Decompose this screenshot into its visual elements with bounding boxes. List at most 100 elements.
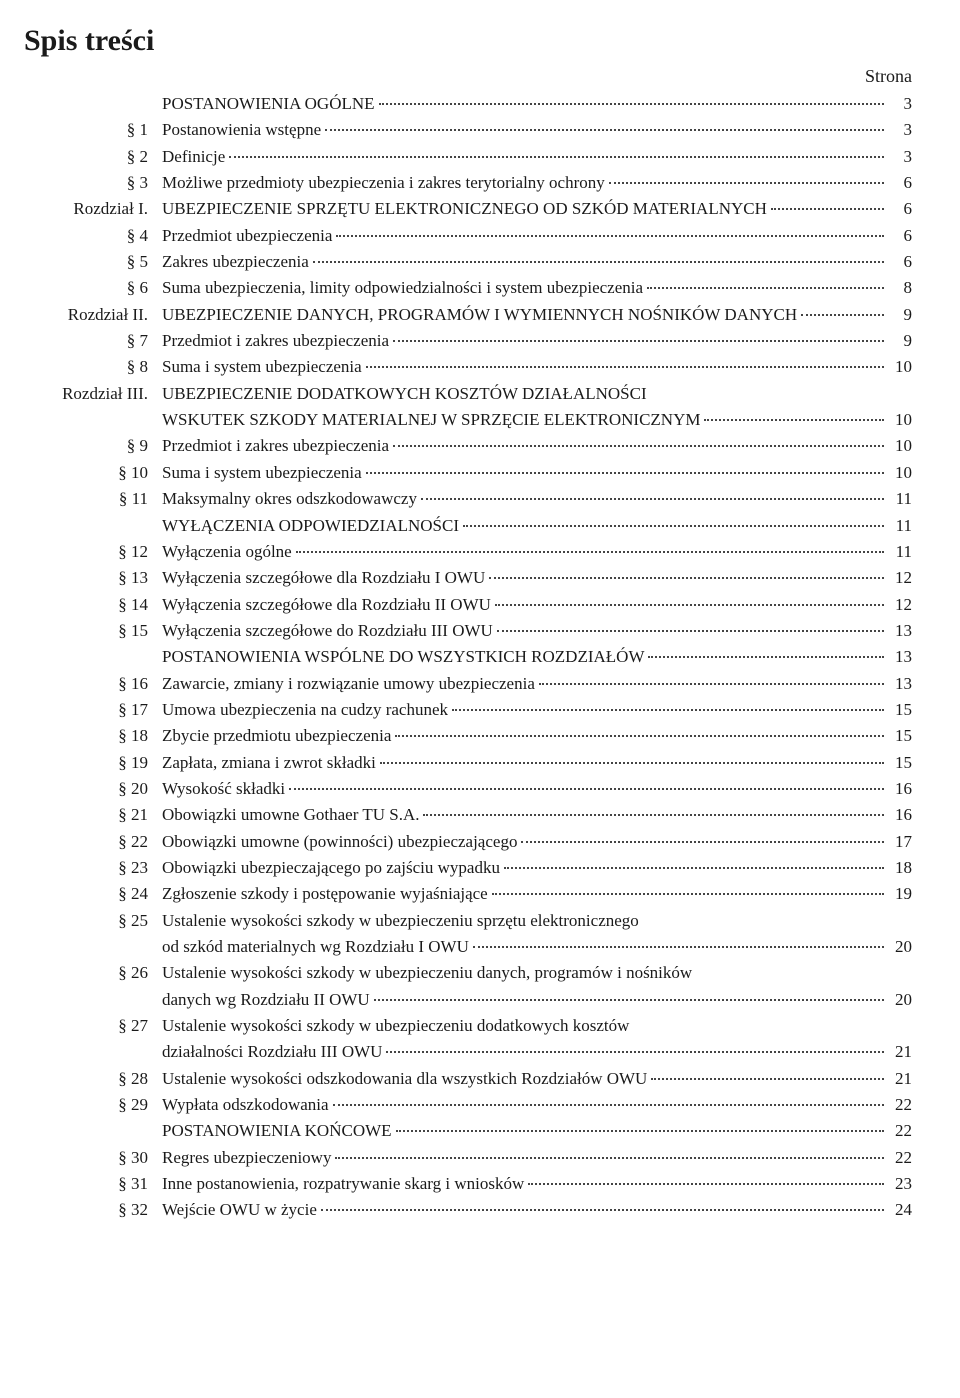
dot-leader xyxy=(393,445,884,447)
dot-leader xyxy=(495,604,884,606)
toc-entry: § 30Regres ubezpieczeniowy22 xyxy=(24,1145,912,1171)
toc-entry-text: Maksymalny okres odszkodowawczy xyxy=(162,486,417,512)
toc-entry: § 21Obowiązki umowne Gothaer TU S.A.16 xyxy=(24,802,912,828)
toc-entry-label: § 15 xyxy=(24,618,162,644)
toc-entry: § 11Maksymalny okres odszkodowawczy11 xyxy=(24,486,912,512)
toc-entry-label: § 11 xyxy=(24,486,162,512)
toc-entry: § 10Suma i system ubezpieczenia10 xyxy=(24,460,912,486)
toc-entry: § 22Obowiązki umowne (powinności) ubezpi… xyxy=(24,829,912,855)
toc-entry-label: § 21 xyxy=(24,802,162,828)
dot-leader xyxy=(539,683,884,685)
toc-entry: POSTANOWIENIA KOŃCOWE 22 xyxy=(24,1118,912,1144)
toc-entry-label: § 13 xyxy=(24,565,162,591)
dot-leader xyxy=(647,287,884,289)
toc-entry-page: 9 xyxy=(888,302,912,328)
toc-entry: § 3Możliwe przedmioty ubezpieczenia i za… xyxy=(24,170,912,196)
toc-entry-page: 24 xyxy=(888,1197,912,1223)
toc-entry-text: Umowa ubezpieczenia na cudzy rachunek xyxy=(162,697,448,723)
toc-entry-label: § 32 xyxy=(24,1197,162,1223)
toc-entry-text: danych wg Rozdziału II OWU xyxy=(162,987,370,1013)
toc-entry-page: 3 xyxy=(888,91,912,117)
toc-entry-text: POSTANOWIENIA WSPÓLNE DO WSZYSTKICH ROZD… xyxy=(162,644,644,670)
toc-entry: § 16Zawarcie, zmiany i rozwiązanie umowy… xyxy=(24,671,912,697)
dot-leader xyxy=(366,472,884,474)
toc-entry: § 28Ustalenie wysokości odszkodowania dl… xyxy=(24,1066,912,1092)
toc-entry-text: WYŁĄCZENIA ODPOWIEDZIALNOŚCI xyxy=(162,513,459,539)
dot-leader xyxy=(452,709,884,711)
toc-entry-label: § 5 xyxy=(24,249,162,275)
toc-entry-text: od szkód materialnych wg Rozdziału I OWU xyxy=(162,934,469,960)
toc-entry-label: Rozdział I. xyxy=(24,196,162,222)
toc-entry-page: 12 xyxy=(888,592,912,618)
toc-entry-page: 22 xyxy=(888,1118,912,1144)
dot-leader xyxy=(648,656,884,658)
toc-entry: § 25Ustalenie wysokości szkody w ubezpie… xyxy=(24,908,912,934)
dot-leader xyxy=(521,841,884,843)
toc-entry-text: Inne postanowienia, rozpatrywanie skarg … xyxy=(162,1171,524,1197)
toc-entry-label: § 24 xyxy=(24,881,162,907)
toc-entry-page: 20 xyxy=(888,934,912,960)
toc-entry-page: 19 xyxy=(888,881,912,907)
toc-entry-label: Rozdział II. xyxy=(24,302,162,328)
toc-entry-text: Ustalenie wysokości szkody w ubezpieczen… xyxy=(162,960,692,986)
toc-entry-text: Przedmiot i zakres ubezpieczenia xyxy=(162,433,389,459)
toc-entry-label: § 3 xyxy=(24,170,162,196)
toc-entry-text: Przedmiot ubezpieczenia xyxy=(162,223,332,249)
toc-entry-text: UBEZPIECZENIE SPRZĘTU ELEKTRONICZNEGO OD… xyxy=(162,196,767,222)
toc-entry: § 14Wyłączenia szczegółowe dla Rozdziału… xyxy=(24,592,912,618)
toc-entry-page: 12 xyxy=(888,565,912,591)
toc-entry-page: 10 xyxy=(888,354,912,380)
toc-entry-text: Wypłata odszkodowania xyxy=(162,1092,329,1118)
toc-entry-page: 10 xyxy=(888,460,912,486)
toc-entry-text: Ustalenie wysokości szkody w ubezpieczen… xyxy=(162,908,639,934)
toc-entry-text: UBEZPIECZENIE DODATKOWYCH KOSZTÓW DZIAŁA… xyxy=(162,381,647,407)
toc-entry: § 4Przedmiot ubezpieczenia6 xyxy=(24,223,912,249)
toc-entry-label: § 22 xyxy=(24,829,162,855)
toc-entry: § 26Ustalenie wysokości szkody w ubezpie… xyxy=(24,960,912,986)
page-title: Spis treści xyxy=(24,24,912,58)
toc-entry-page: 18 xyxy=(888,855,912,881)
toc-entry-text: POSTANOWIENIA KOŃCOWE xyxy=(162,1118,392,1144)
toc-entry-text: Wyłączenia szczegółowe dla Rozdziału II … xyxy=(162,592,491,618)
toc-entry-page: 10 xyxy=(888,433,912,459)
toc-entry-text: Suma ubezpieczenia, limity odpowiedzialn… xyxy=(162,275,643,301)
dot-leader xyxy=(771,208,884,210)
toc-entry-label: § 1 xyxy=(24,117,162,143)
toc-entry-text: Zawarcie, zmiany i rozwiązanie umowy ube… xyxy=(162,671,535,697)
toc-entry: danych wg Rozdziału II OWU20 xyxy=(24,987,912,1013)
toc-entry-text: Możliwe przedmioty ubezpieczenia i zakre… xyxy=(162,170,605,196)
toc-entry-page: 11 xyxy=(888,539,912,565)
toc-entry-label: § 6 xyxy=(24,275,162,301)
dot-leader xyxy=(651,1078,884,1080)
toc-entry-page: 3 xyxy=(888,144,912,170)
page-column-header: Strona xyxy=(865,66,912,87)
toc-entry: § 31Inne postanowienia, rozpatrywanie sk… xyxy=(24,1171,912,1197)
dot-leader xyxy=(289,788,884,790)
toc-entry: § 5Zakres ubezpieczenia6 xyxy=(24,249,912,275)
toc-entry-page: 22 xyxy=(888,1145,912,1171)
toc-entry-text: Postanowienia wstępne xyxy=(162,117,321,143)
dot-leader xyxy=(379,103,884,105)
toc-entry-text: działalności Rozdziału III OWU xyxy=(162,1039,382,1065)
toc-entry-text: Zakres ubezpieczenia xyxy=(162,249,309,275)
toc-entry: § 18Zbycie przedmiotu ubezpieczenia15 xyxy=(24,723,912,749)
toc-entry-page: 15 xyxy=(888,723,912,749)
toc-entry-page: 8 xyxy=(888,275,912,301)
dot-leader xyxy=(336,235,884,237)
toc-entry-page: 16 xyxy=(888,776,912,802)
toc-entry: WYŁĄCZENIA ODPOWIEDZIALNOŚCI11 xyxy=(24,513,912,539)
toc-entry-label: § 14 xyxy=(24,592,162,618)
dot-leader xyxy=(333,1104,884,1106)
dot-leader xyxy=(801,314,884,316)
toc-entry-page: 16 xyxy=(888,802,912,828)
dot-leader xyxy=(504,867,884,869)
dot-leader xyxy=(497,630,884,632)
dot-leader xyxy=(325,129,884,131)
toc-entry-text: Obowiązki ubezpieczającego po zajściu wy… xyxy=(162,855,500,881)
toc-entry: Rozdział II.UBEZPIECZENIE DANYCH, PROGRA… xyxy=(24,302,912,328)
dot-leader xyxy=(473,946,884,948)
toc-entry-label: § 9 xyxy=(24,433,162,459)
toc-entry: § 2Definicje3 xyxy=(24,144,912,170)
dot-leader xyxy=(395,735,884,737)
toc-entry: § 19Zapłata, zmiana i zwrot składki15 xyxy=(24,750,912,776)
